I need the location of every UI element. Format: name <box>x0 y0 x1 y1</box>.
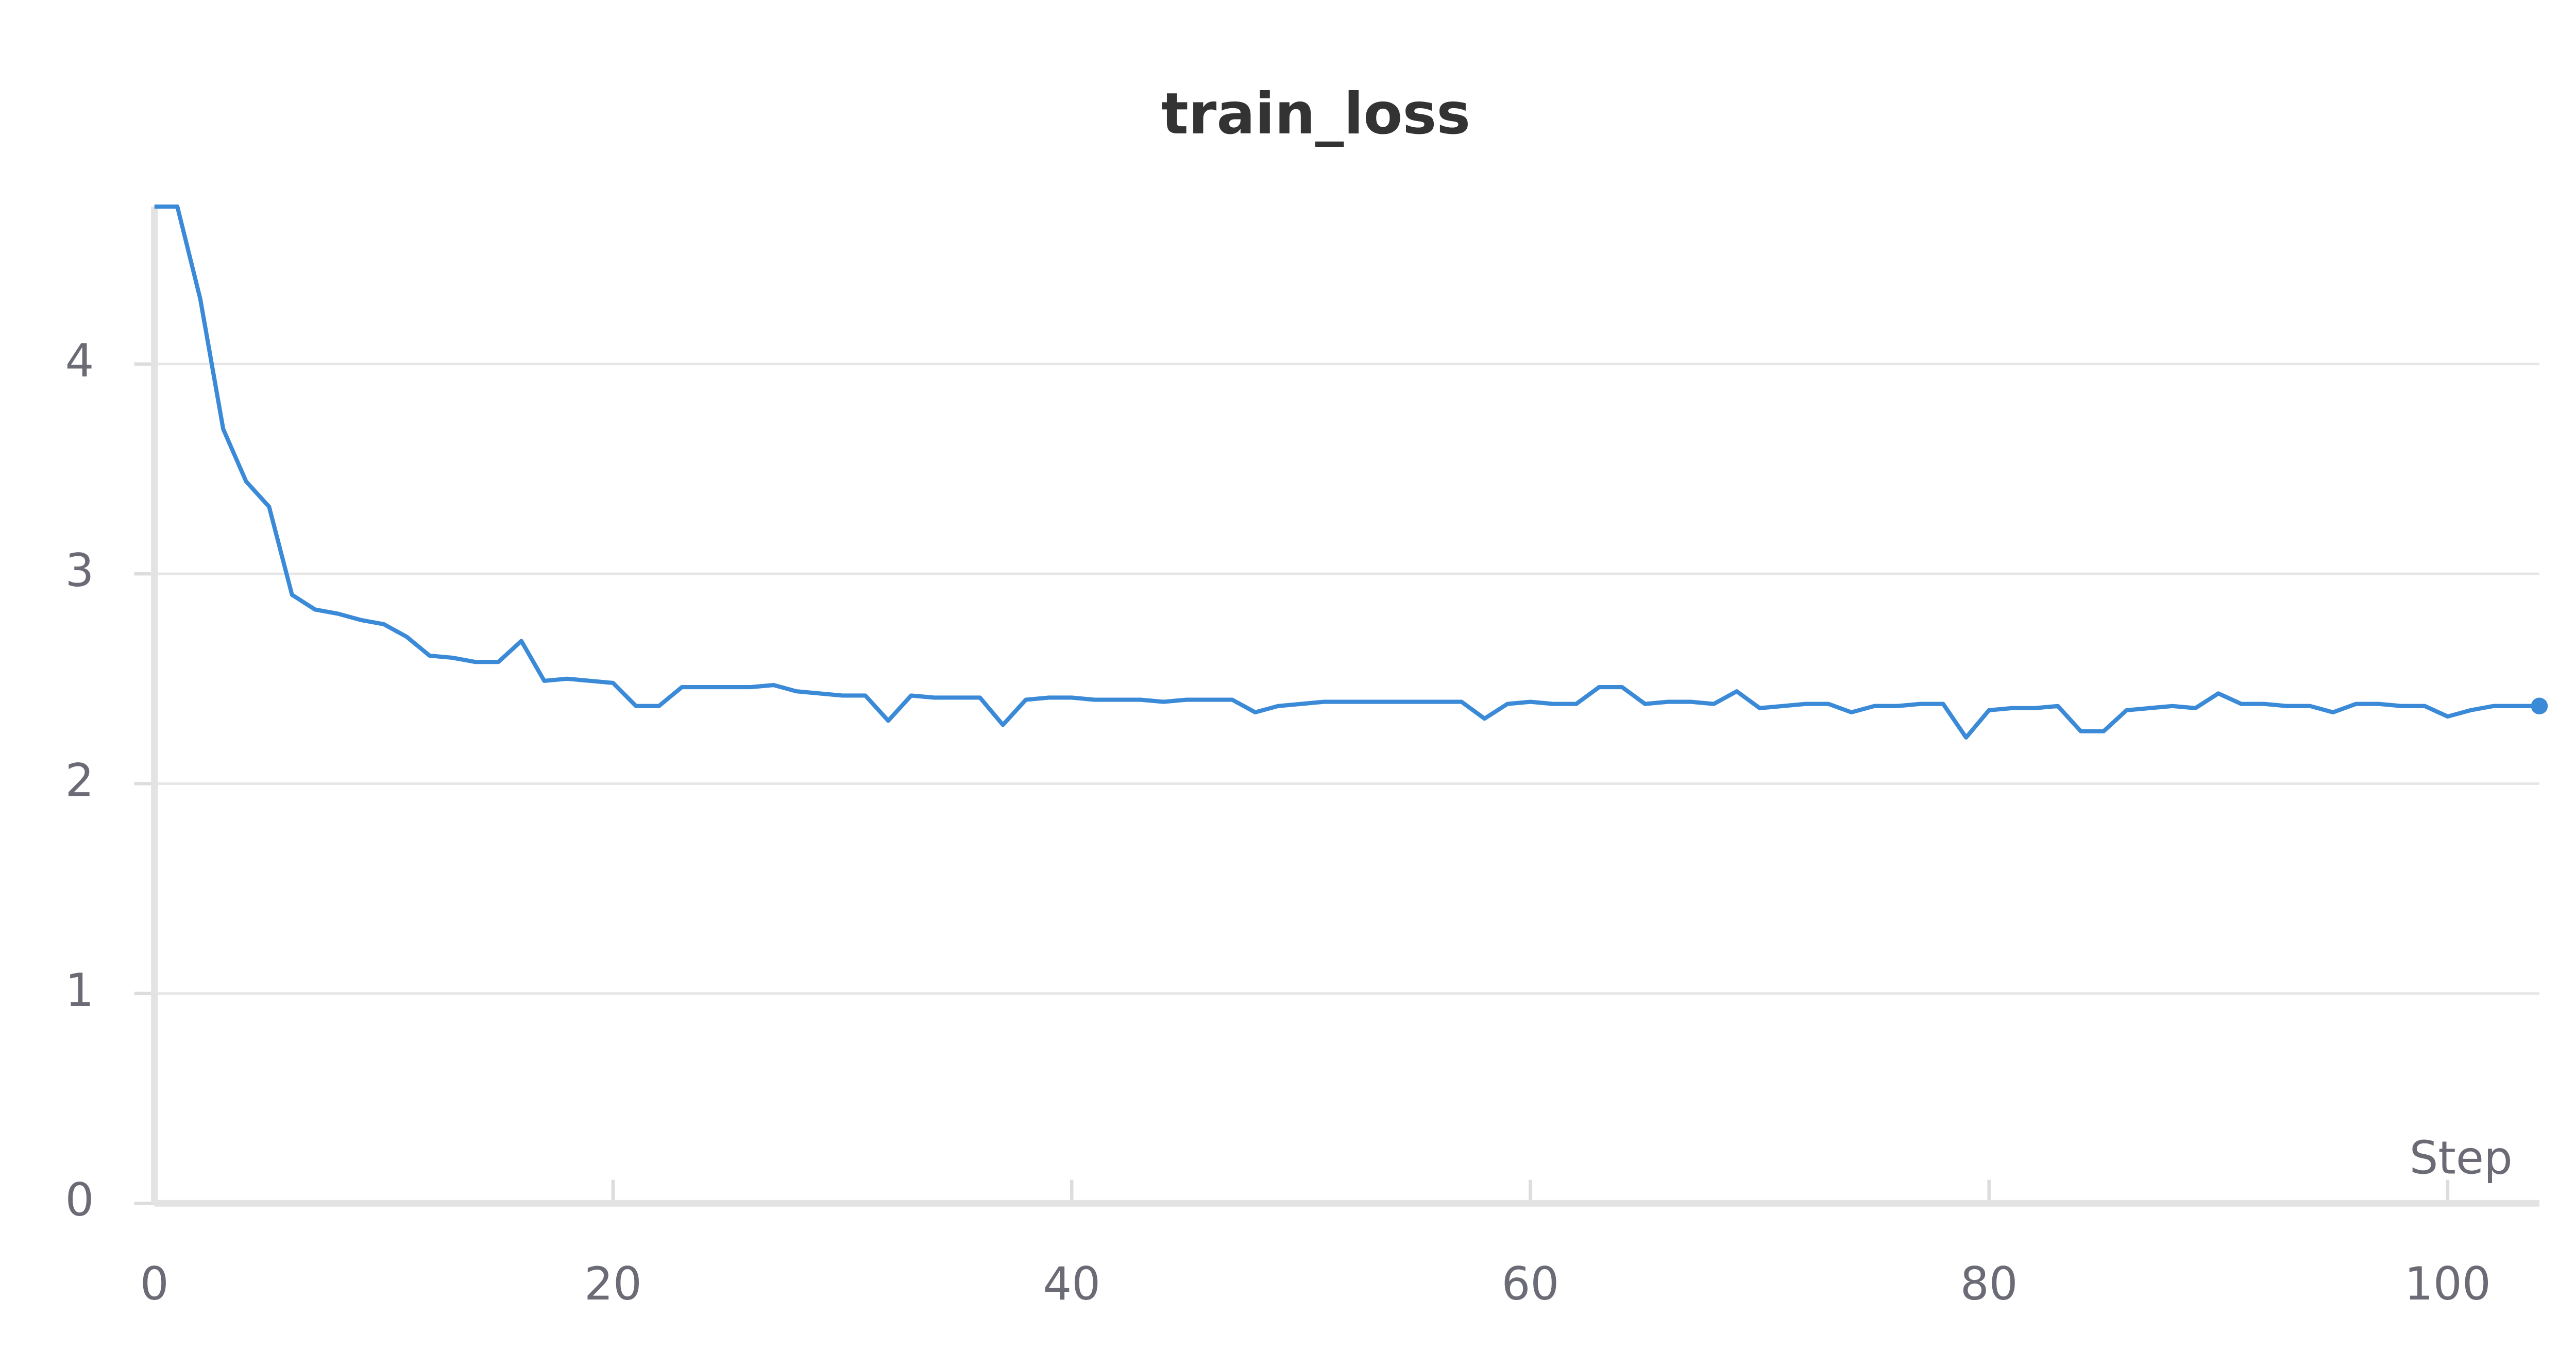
y-tick-label: 2 <box>65 754 94 807</box>
x-tick-label: 80 <box>1960 1257 2018 1310</box>
y-tick-label: 1 <box>65 964 94 1017</box>
x-tick-label: 0 <box>140 1257 169 1310</box>
x-tick-label: 20 <box>584 1257 642 1310</box>
y-tick-label: 0 <box>65 1173 94 1226</box>
y-tick-label: 3 <box>65 544 94 597</box>
line-series <box>154 204 2539 740</box>
y-tick-label: 4 <box>65 334 94 387</box>
x-tick-label: 40 <box>1043 1257 1100 1310</box>
chart-title: train_loss <box>1161 81 1470 147</box>
x-tick-label: 100 <box>2404 1257 2491 1310</box>
x-tick-label: 60 <box>1501 1257 1559 1310</box>
x-axis-label: Step <box>2410 1132 2513 1185</box>
end-point <box>2531 697 2548 715</box>
